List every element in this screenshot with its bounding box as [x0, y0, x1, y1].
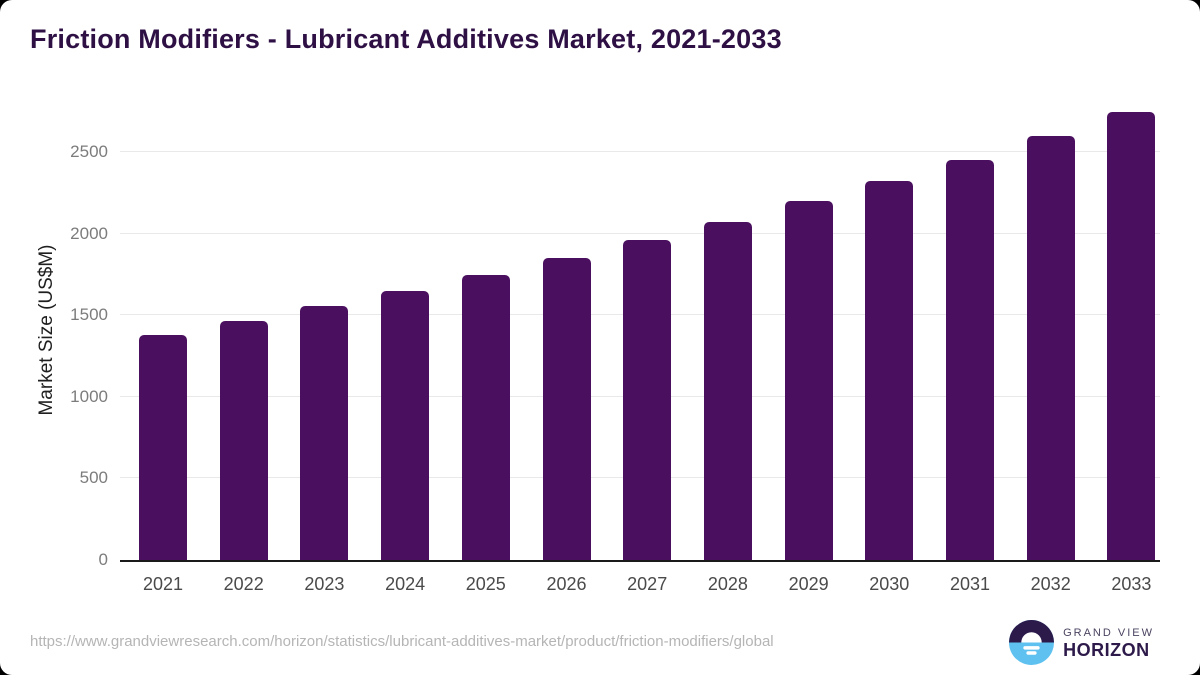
plot-area: 0 500 1000 1500 2000 2500 2021 2022 2023 2024 2025…	[70, 100, 1160, 594]
x-tick-label: 2021	[142, 574, 184, 594]
logo-horizon-text: HORIZON	[1063, 639, 1150, 660]
bar	[1107, 111, 1156, 560]
bar	[461, 274, 510, 560]
y-tick-label: 1000	[70, 386, 108, 406]
sunrise-horizon-icon	[1009, 620, 1055, 665]
x-tick-label: 2029	[788, 574, 829, 594]
x-tick-label: 2033	[1111, 574, 1152, 594]
chart-title: Friction Modifiers - Lubricant Additives…	[30, 24, 782, 54]
y-tick-label: 0	[98, 550, 108, 569]
x-tick-label: 2024	[385, 574, 426, 594]
gridline	[120, 151, 1160, 153]
bar	[1026, 136, 1075, 560]
y-axis-title: Market Size (US$M)	[36, 244, 57, 416]
bar	[946, 159, 994, 560]
bar	[623, 240, 672, 560]
bar	[865, 180, 914, 560]
y-tick-label: 500	[79, 468, 108, 488]
x-tick-label: 2030	[869, 574, 910, 594]
bar	[219, 321, 268, 560]
x-tick-label: 2023	[304, 574, 345, 594]
logo-text: GRAND VIEW HORIZON	[1063, 626, 1154, 660]
x-tick-label: 2027	[627, 574, 668, 594]
brand-logo: GRAND VIEW HORIZON	[1009, 620, 1154, 665]
x-tick-label: 2028	[707, 574, 748, 594]
source-url: https://www.grandviewresearch.com/horizo…	[30, 633, 774, 650]
bar	[381, 290, 430, 560]
y-tick-label: 2000	[70, 223, 108, 243]
y-tick-label: 1500	[70, 305, 108, 325]
x-tick-label: 2032	[1030, 574, 1071, 594]
gridline	[120, 232, 1160, 234]
bar	[300, 306, 349, 560]
x-tick-label: 2025	[465, 574, 506, 594]
logo-grand-view-text: GRAND VIEW	[1063, 626, 1154, 639]
y-tick-label: 2500	[70, 142, 108, 162]
bar	[784, 201, 833, 560]
bar	[703, 221, 752, 560]
bar	[139, 335, 187, 560]
bar	[542, 257, 591, 560]
x-tick-label: 2022	[223, 574, 264, 594]
x-tick-label: 2026	[546, 574, 587, 594]
x-tick-label: 2031	[949, 574, 991, 594]
